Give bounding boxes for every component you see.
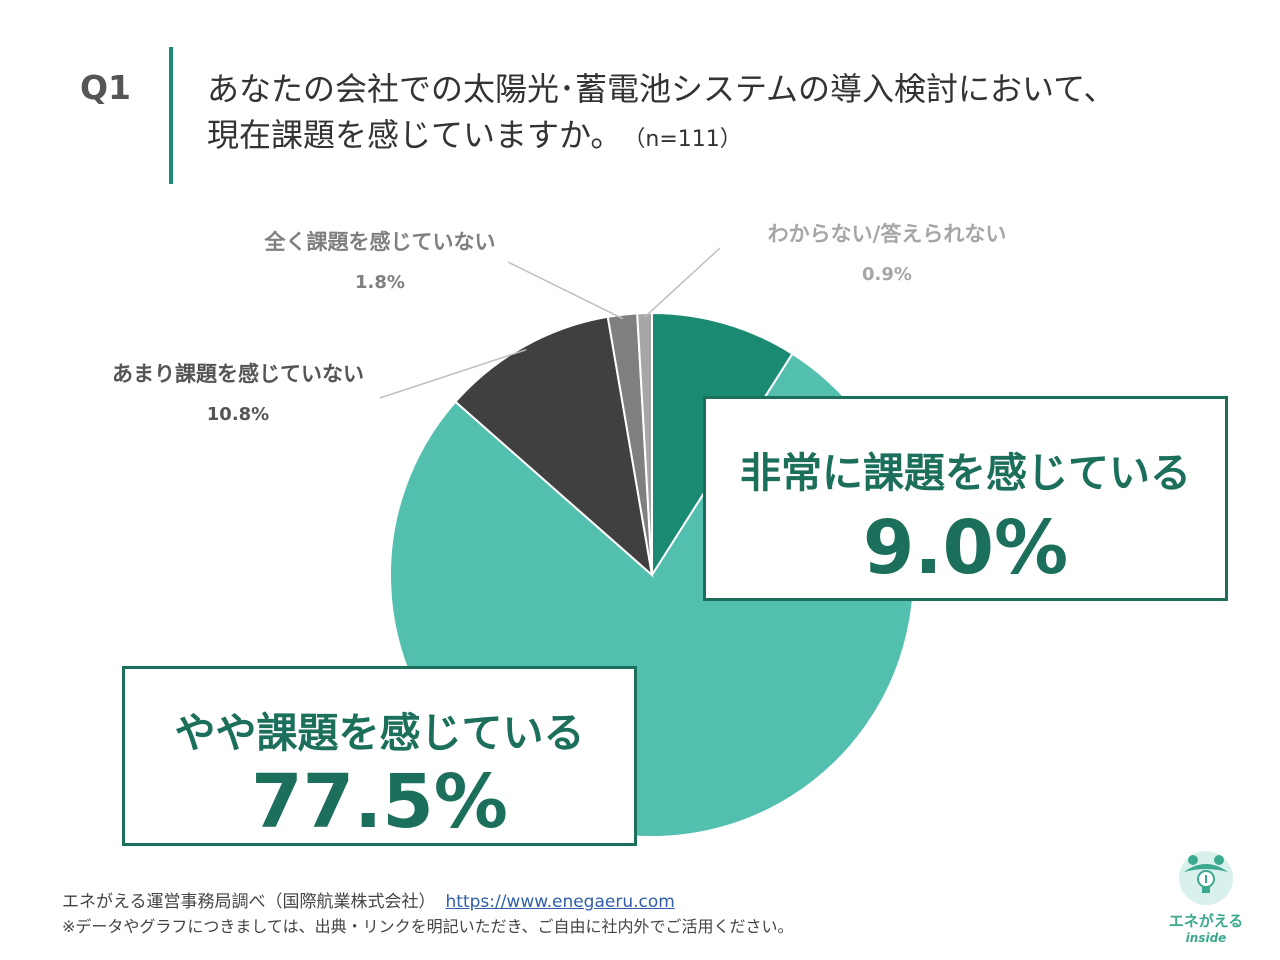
title-divider (169, 47, 173, 184)
source-link[interactable]: https://www.enegaeru.com (445, 892, 675, 912)
question-title-text: 現在課題を感じていますか。 (207, 116, 623, 154)
slice-label-value: 1.8% (355, 272, 405, 293)
question-number: Q1 (80, 68, 132, 107)
source-text: エネがえる運営事務局調べ（国際航業株式会社） (62, 892, 436, 912)
leader-line-not-much (379, 348, 527, 399)
logo-sub: inside (1185, 931, 1227, 945)
slice-label-not-at-all: 全く課題を感じていない 1.8% (240, 226, 520, 293)
callout-somewhat-concerned: やや課題を感じている 77.5% (122, 666, 637, 846)
slice-label-text: わからない/答えられない (767, 222, 1007, 246)
callout-very-concerned: 非常に課題を感じている 9.0% (703, 396, 1228, 601)
leader-line-not-at-all (507, 261, 624, 320)
slice-label-unknown: わからない/答えられない 0.9% (742, 218, 1032, 285)
source-credit: エネがえる運営事務局調べ（国際航業株式会社） https://www.enegae… (62, 887, 675, 912)
sample-size: （n=111） (634, 127, 742, 152)
pie-slice-unknown (636, 311, 653, 576)
slice-label-value: 10.8% (206, 404, 270, 425)
lightbulb-logo-icon (1179, 851, 1233, 905)
slice-label-text: 全く課題を感じていない (264, 230, 496, 254)
slice-label-value: 0.9% (862, 264, 912, 285)
callout-value: 77.5% (251, 759, 508, 845)
question-title-line2: 現在課題を感じていますか。 （n=111） (207, 110, 742, 156)
brand-logo: エネがえる inside (1158, 848, 1254, 945)
question-title-line1: あなたの会社での太陽光･蓄電池システムの導入検討において、 (207, 70, 1116, 108)
leader-line-unknown (644, 247, 721, 318)
callout-value: 9.0% (862, 505, 1069, 591)
usage-note: ※データやグラフにつきましては、出典・リンクを明記いただき、ご自由に社内外でご活… (62, 917, 794, 936)
logo-name: エネがえる (1168, 912, 1244, 930)
slice-label-text: あまり課題を感じていない (112, 362, 364, 386)
callout-label: やや課題を感じている (174, 709, 585, 757)
pie-slice-not-much (454, 315, 654, 578)
callout-label: 非常に課題を感じている (740, 449, 1191, 497)
slice-label-not-much: あまり課題を感じていない 10.8% (90, 358, 386, 425)
